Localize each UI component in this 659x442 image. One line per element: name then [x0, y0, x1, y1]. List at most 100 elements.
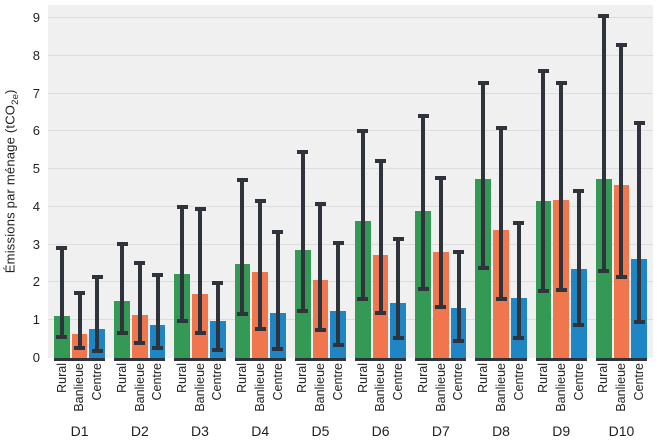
- error-bar-cap-top: [573, 189, 585, 194]
- gridline: [48, 243, 653, 245]
- error-bar-line: [198, 206, 202, 336]
- error-bar-line: [180, 205, 185, 324]
- error-bar-line: [275, 230, 280, 352]
- axis-line-segment: [475, 358, 527, 361]
- sub-label-cell: Rural: [295, 363, 311, 416]
- x-axis-labels: Rural Banlieue Centre D1 Rural Banlieue Centre…: [48, 363, 653, 439]
- sub-labels-row: Rural Banlieue Centre: [114, 363, 165, 416]
- gridline: [48, 281, 653, 283]
- y-tick-label: 9: [32, 9, 40, 25]
- gridline: [48, 168, 653, 170]
- x-tick-label-centre: Centre: [330, 363, 345, 401]
- error-bar-line: [499, 125, 504, 302]
- x-group-d9: Rural Banlieue Centre D9: [536, 363, 587, 439]
- error-bar-cap-bottom: [236, 311, 248, 316]
- group-label-d3: D3: [191, 423, 209, 439]
- x-tick-label-banlieue: Banlieue: [72, 363, 87, 412]
- bar-slot: [553, 5, 570, 358]
- bar-groups: [48, 5, 653, 361]
- error-bar-line: [637, 121, 642, 324]
- y-tick-label: 6: [32, 123, 40, 139]
- y-axis-title-suffix: ): [2, 89, 18, 95]
- x-tick-label-centre: Centre: [270, 363, 285, 401]
- error-bar-cap-bottom: [314, 327, 326, 332]
- bar-group-d4: [234, 5, 286, 361]
- bar-slot: [613, 5, 630, 358]
- axis-line-segment: [114, 358, 166, 361]
- error-bar-cap-top: [537, 68, 549, 73]
- axis-line-segment: [174, 358, 226, 361]
- error-bar-cap-bottom: [56, 335, 68, 340]
- y-tick-label: 1: [32, 312, 40, 328]
- x-tick-label-rural: Rural: [295, 363, 310, 393]
- error-bar-cap-bottom: [537, 288, 549, 293]
- bar-slot: [390, 5, 407, 358]
- bar-group-d7: [415, 5, 467, 361]
- error-bar-cap-bottom: [598, 269, 610, 273]
- error-bar-line: [360, 128, 365, 302]
- bar-slot: [114, 5, 130, 358]
- sub-labels-row: Rural Banlieue Centre: [596, 363, 647, 416]
- sub-label-cell: Centre: [270, 363, 286, 416]
- error-bar-cap-bottom: [417, 287, 429, 292]
- x-tick-label-rural: Rural: [596, 363, 611, 393]
- x-tick-label-centre: Centre: [391, 363, 406, 401]
- gridline: [48, 205, 653, 207]
- error-bar-cap-top: [297, 150, 309, 155]
- sub-label-cell: Centre: [571, 363, 587, 416]
- sub-labels-row: Rural Banlieue Centre: [235, 363, 286, 416]
- gridline: [48, 92, 653, 94]
- x-tick-label-centre: Centre: [631, 363, 646, 401]
- group-label-d4: D4: [251, 423, 270, 439]
- error-bar-line: [619, 42, 624, 280]
- error-bar-cap-top: [116, 241, 128, 246]
- x-tick-label-centre: Centre: [210, 363, 225, 401]
- sub-label-cell: Rural: [475, 363, 491, 416]
- error-bar-line: [120, 241, 125, 336]
- bar-slot: [631, 5, 648, 358]
- sub-label-cell: Centre: [451, 363, 467, 416]
- sub-label-cell: Banlieue: [373, 363, 389, 416]
- error-bar-cap-bottom: [435, 304, 447, 309]
- x-tick-label-rural: Rural: [536, 363, 551, 393]
- bar-slot: [131, 5, 148, 358]
- y-tick-label: 5: [32, 161, 40, 177]
- sub-label-cell: Banlieue: [192, 363, 208, 416]
- axis-line-segment: [54, 358, 106, 361]
- x-tick-label-centre: Centre: [511, 363, 526, 401]
- error-bar-line: [481, 81, 486, 270]
- error-bar-line: [576, 189, 581, 327]
- sub-label-cell: Rural: [536, 363, 552, 416]
- error-bar-cap-top: [212, 280, 224, 285]
- y-tick-label: 8: [32, 47, 40, 63]
- bars-row: [114, 5, 166, 358]
- bars-row: [475, 5, 527, 358]
- bar-slot: [415, 5, 431, 358]
- error-bar-cap-top: [513, 220, 525, 225]
- sub-labels-row: Rural Banlieue Centre: [475, 363, 526, 416]
- y-tick-label: 2: [32, 274, 40, 290]
- error-bar-line: [155, 273, 160, 351]
- error-bar-cap-top: [357, 128, 369, 133]
- bar-slot: [71, 5, 88, 358]
- error-bar-cap-top: [495, 125, 507, 130]
- bar-slot: [535, 5, 552, 358]
- axis-line-segment: [294, 358, 347, 361]
- axis-line-segment: [535, 358, 587, 361]
- error-bar-line: [336, 240, 341, 348]
- error-bar-cap-bottom: [116, 331, 128, 336]
- error-bar-cap-bottom: [392, 335, 404, 340]
- y-tick-label: 4: [32, 198, 40, 214]
- sub-labels-row: Rural Banlieue Centre: [295, 363, 346, 416]
- bar-slot: [294, 5, 311, 358]
- x-tick-label-rural: Rural: [355, 363, 370, 393]
- x-group-d3: Rural Banlieue Centre D3: [174, 363, 225, 439]
- bars-row: [595, 5, 648, 358]
- bar-slot: [330, 5, 347, 358]
- sub-labels-row: Rural Banlieue Centre: [355, 363, 406, 416]
- x-tick-label-centre: Centre: [571, 363, 586, 401]
- sub-labels-row: Rural Banlieue Centre: [174, 363, 225, 416]
- y-tick-label: 3: [32, 236, 40, 252]
- sub-label-cell: Centre: [511, 363, 527, 416]
- error-bar-cap-top: [314, 201, 326, 206]
